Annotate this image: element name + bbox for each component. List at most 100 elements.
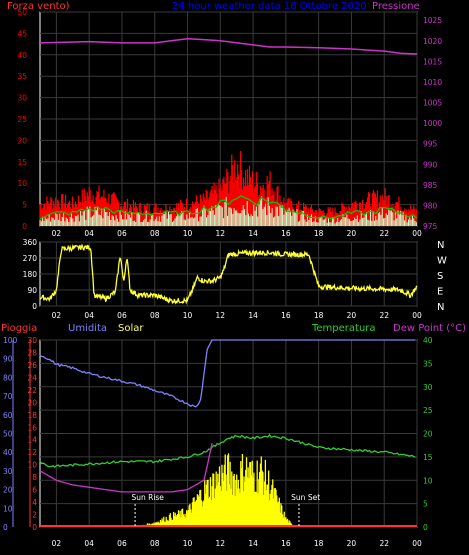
- humidity-tick-label: 30: [3, 467, 13, 476]
- wind-tick-label: 45: [17, 29, 27, 38]
- direction-tick-label: 0: [32, 302, 37, 311]
- wind-avg-line: [39, 195, 418, 220]
- direction-x-ticks: 02 04 06 08 10 12 14 16 18 20 22 00: [52, 311, 422, 320]
- pressure-tick-label: 1000: [423, 119, 442, 128]
- humidity-tick-label: 60: [3, 411, 13, 420]
- direction-panel-grid: [40, 241, 418, 307]
- wind-tick-label: 25: [17, 115, 27, 124]
- direction-series: [39, 243, 418, 305]
- direction-tick-label: 360: [23, 238, 38, 247]
- x-tick-label: 18: [314, 311, 324, 320]
- x-tick-label: 00: [412, 539, 422, 548]
- bottom-x-ticks: 02 04 06 08 10 12 14 16 18 20 22 00: [52, 539, 422, 548]
- rain-temp-series: [39, 339, 417, 527]
- temperature-axis-title: Temperatura: [311, 323, 376, 334]
- temperature-tick-label: 30: [423, 383, 433, 392]
- pressure-tick-label: 1010: [423, 78, 442, 87]
- x-tick-label: 12: [216, 229, 226, 238]
- humidity-tick-label: 100: [3, 336, 18, 345]
- x-tick-label: 16: [281, 539, 291, 548]
- humidity-tick-label: 70: [3, 392, 13, 401]
- rain-axis-title: Pioggia: [1, 323, 37, 334]
- x-tick-label: 00: [412, 311, 422, 320]
- rain-tick-label: 20: [27, 398, 37, 407]
- x-tick-label: 16: [281, 311, 291, 320]
- humidity-tick-label: 40: [3, 448, 13, 457]
- sun-annotations: Sun Rise Sun Set: [131, 493, 320, 502]
- wind-tick-label: 5: [22, 201, 27, 210]
- rain-tick-label: 10: [27, 461, 37, 470]
- humidity-axis-title: Umidita: [68, 323, 107, 334]
- humidity-tick-label: 50: [3, 430, 13, 439]
- x-tick-label: 06: [117, 229, 127, 238]
- rain-tick-label: 24: [27, 373, 37, 382]
- wind-series: [39, 38, 418, 226]
- x-tick-label: 06: [117, 311, 127, 320]
- sun-rise-label: Sun Rise: [131, 493, 164, 502]
- pressure-tick-label: 990: [423, 160, 438, 169]
- x-tick-label: 22: [379, 539, 389, 548]
- sun-set-label: Sun Set: [291, 493, 320, 502]
- x-tick-label: 02: [52, 539, 62, 548]
- rain-tick-label: 22: [27, 386, 37, 395]
- wind-tick-label: 50: [17, 8, 27, 17]
- rain-tick-label: 14: [27, 436, 37, 445]
- x-tick-label: 10: [183, 229, 193, 238]
- compass-label: W: [437, 256, 447, 267]
- temperature-line: [39, 433, 416, 469]
- x-tick-label: 12: [216, 311, 226, 320]
- x-tick-label: 14: [248, 229, 258, 238]
- pressure-tick-label: 995: [423, 140, 438, 149]
- rain-tick-label: 26: [27, 361, 37, 370]
- compass-label: N: [437, 240, 444, 251]
- pressure-tick-label: 985: [423, 181, 438, 190]
- x-tick-label: 18: [314, 229, 324, 238]
- direction-tick-label: 270: [23, 254, 38, 263]
- humidity-tick-label: 10: [3, 504, 13, 513]
- wind-tick-label: 15: [17, 158, 27, 167]
- rain-tick-label: 18: [27, 411, 37, 420]
- rain-tick-label: 2: [32, 511, 37, 520]
- x-tick-label: 02: [52, 229, 62, 238]
- compass-label: N: [437, 302, 444, 313]
- x-tick-label: 06: [117, 539, 127, 548]
- solar-axis-title: Solar: [118, 323, 144, 334]
- pressure-tick-label: 1015: [423, 57, 442, 66]
- wind-tick-label: 30: [17, 94, 27, 103]
- chart-title: 24 hour weather data 16 Ottobre 2020: [172, 1, 367, 12]
- x-tick-label: 10: [183, 311, 193, 320]
- rain-tick-label: 28: [27, 348, 37, 357]
- humidity-tick-label: 90: [3, 355, 13, 364]
- wind-tick-label: 0: [22, 222, 27, 231]
- wind-tick-label: 35: [17, 72, 27, 81]
- dewpoint-line: [39, 442, 213, 493]
- x-tick-label: 16: [281, 229, 291, 238]
- x-tick-label: 02: [52, 311, 62, 320]
- x-tick-label: 14: [248, 539, 258, 548]
- rain-tick-label: 12: [27, 448, 37, 457]
- x-tick-label: 04: [84, 229, 94, 238]
- x-tick-label: 08: [150, 229, 160, 238]
- wind-axis-ticks: 0 5 10 15 20 25 30 35 40 45 50: [17, 8, 27, 231]
- wind-tick-label: 20: [17, 136, 27, 145]
- rain-tick-label: 8: [32, 473, 37, 482]
- compass-label: S: [437, 271, 443, 282]
- temperature-tick-label: 25: [423, 406, 433, 415]
- temperature-tick-label: 40: [423, 336, 433, 345]
- pressure-tick-label: 1020: [423, 37, 442, 46]
- rain-tick-label: 0: [32, 523, 37, 532]
- rain-tick-label: 30: [27, 336, 37, 345]
- pressure-tick-label: 1005: [423, 99, 442, 108]
- temperature-tick-label: 5: [423, 500, 428, 509]
- wind-axis-title: Forza vento): [7, 1, 70, 12]
- pressure-tick-label: 1025: [423, 16, 442, 25]
- temperature-tick-label: 35: [423, 359, 433, 368]
- humidity-tick-label: 20: [3, 486, 13, 495]
- pressure-tick-label: 975: [423, 222, 438, 231]
- rain-tick-label: 16: [27, 423, 37, 432]
- x-tick-label: 20: [347, 539, 357, 548]
- temperature-tick-label: 15: [423, 453, 433, 462]
- pressure-tick-label: 980: [423, 201, 438, 210]
- x-tick-label: 22: [379, 311, 389, 320]
